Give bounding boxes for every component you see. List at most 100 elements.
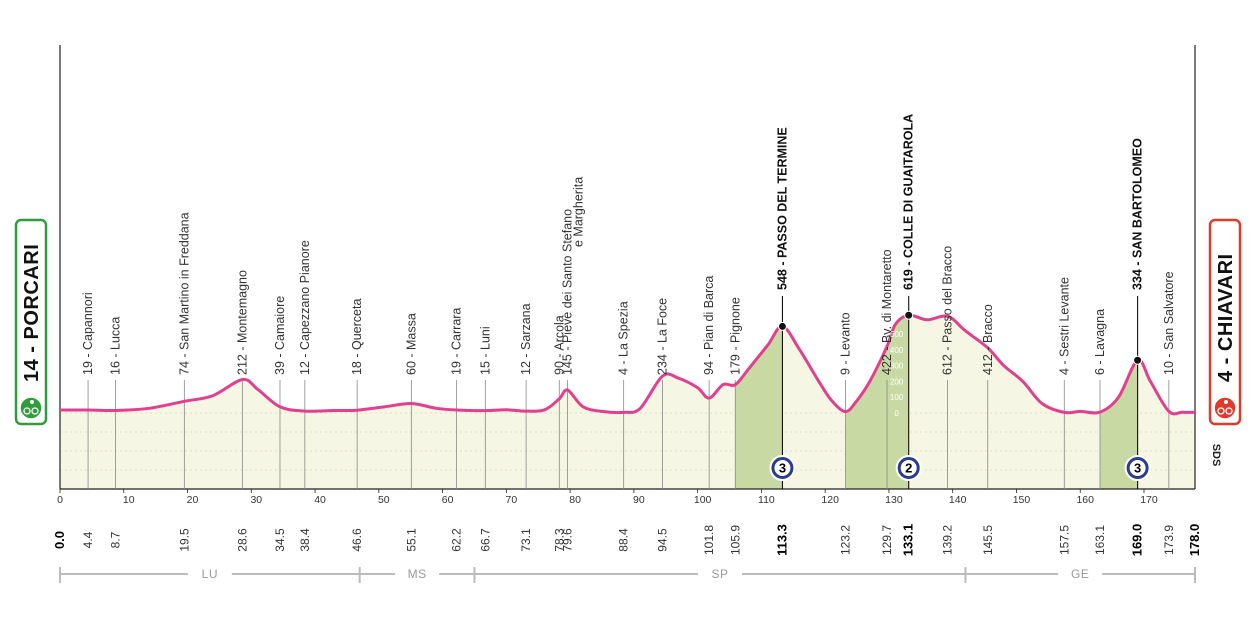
region-label: MS: [408, 567, 427, 581]
waypoint-label: 422 - Bv. di Montaretto: [880, 249, 894, 375]
waypoint-label: 94 - Pian di Barca: [702, 276, 716, 375]
altitude-scale-label: 300: [890, 362, 904, 371]
summit-dot: [1133, 355, 1143, 365]
summit-dot: [777, 321, 787, 331]
waypoint-km-label: 4.4: [81, 531, 95, 548]
waypoint-label: 212 - Montemagno: [235, 270, 249, 375]
waypoint-label: 18 - Querceta: [350, 299, 364, 375]
waypoint-km-label: 78.3: [552, 528, 566, 552]
km-tick-label: 100: [694, 494, 712, 506]
waypoint-label: 19 - Capannori: [81, 292, 95, 375]
climb-category-number: 3: [1134, 461, 1141, 476]
km-tick-label: 140: [949, 494, 967, 506]
waypoint-km-label: 62.2: [450, 528, 464, 552]
waypoint-label: 90 - Arcola: [552, 315, 566, 375]
climb-category-number: 3: [779, 461, 786, 476]
finish-town-rider-head-icon: [1224, 400, 1228, 404]
start-km-label: 0.0: [52, 531, 67, 549]
waypoint-label: 4 - La Spezia: [617, 301, 631, 375]
region-label-bg: [1058, 566, 1103, 580]
waypoint-km-label: 28.6: [235, 528, 249, 552]
climb-category-number: 2: [905, 461, 912, 476]
km-tick-label: 60: [442, 494, 454, 506]
waypoint-label: 12 - Sarzana: [519, 303, 533, 375]
sds-mark: SDS: [1210, 444, 1222, 467]
km-tick-label: 70: [506, 494, 518, 506]
altitude-scale-label: 0: [894, 409, 899, 418]
waypoint-km-label: 94.5: [656, 528, 670, 552]
km-tick-label: 160: [1076, 494, 1094, 506]
waypoint-km-label: 139.2: [941, 525, 955, 555]
waypoint-label: 12 - Capezzano Pianore: [298, 240, 312, 375]
waypoint-km-label: 123.2: [839, 525, 853, 555]
start-town-rider-head-icon: [30, 400, 34, 404]
waypoint-label-climb: 548 - PASSO DEL TERMINE: [775, 127, 789, 290]
waypoint-km-label: 34.5: [273, 528, 287, 552]
start-town-label: 14 - PORCARI: [21, 244, 43, 382]
waypoint-label: 412 - Bracco: [981, 304, 995, 375]
waypoint-km-label: 105.9: [728, 525, 742, 555]
waypoint-km-label: 38.4: [298, 528, 312, 552]
start-town-box: [14, 218, 48, 426]
waypoint-km-label: 46.6: [350, 528, 364, 552]
waypoint-km-label: 113.3: [774, 524, 789, 556]
climb-category-badge-inner: [774, 460, 791, 476]
waypoint-label: 9 - Levanto: [839, 312, 853, 375]
waypoint-label-climb: 619 - COLLE DI GUAITAROLA: [902, 114, 916, 290]
waypoint-km-label: 88.4: [617, 528, 631, 552]
waypoint-km-label: 169.0: [1130, 524, 1145, 557]
waypoint-label: 60 - Massa: [404, 313, 418, 375]
waypoint-label: 74 - San Martino in Freddana: [177, 212, 191, 375]
km-tick-label: 30: [250, 494, 262, 506]
waypoint-label-line2: e Margherita: [572, 177, 586, 247]
climb-category-badge-inner: [1129, 460, 1146, 476]
altitude-scale-label: 500: [890, 330, 904, 339]
climb-category-badge-inner: [900, 460, 917, 476]
waypoint-km-label: 55.1: [404, 528, 418, 552]
altitude-scale-label: 200: [890, 377, 904, 386]
finish-town-wheel-icon: [1217, 407, 1225, 415]
waypoint-km-label: 145.5: [981, 525, 995, 555]
km-tick-label: 170: [1140, 494, 1158, 506]
waypoint-km-label: 133.1: [901, 524, 916, 557]
waypoint-label: 10 - San Salvatore: [1162, 271, 1176, 375]
region-label-bg: [395, 566, 440, 580]
region-label: LU: [202, 567, 218, 581]
waypoint-km-label: 163.1: [1093, 525, 1107, 555]
altitude-scale-label: 100: [890, 393, 904, 402]
waypoint-label: 4 - Sestri Levante: [1057, 277, 1071, 375]
waypoint-label: 6 - Lavagna: [1093, 309, 1107, 375]
waypoint-label-climb: 334 - SAN BARTOLOMEO: [1131, 138, 1145, 290]
km-tick-label: 150: [1013, 494, 1031, 506]
km-tick-label: 10: [123, 494, 135, 506]
profile-line: [59, 313, 1196, 416]
summit-dot: [904, 310, 914, 320]
region-label: GE: [1071, 567, 1089, 581]
km-tick-label: 90: [633, 494, 645, 506]
waypoint-km-label: 129.7: [880, 525, 894, 555]
waypoint-km-label: 66.7: [478, 528, 492, 552]
waypoint-km-label: 157.5: [1057, 525, 1071, 555]
km-tick-label: 20: [187, 494, 199, 506]
region-label: SP: [711, 567, 728, 581]
km-tick-label: 130: [885, 494, 903, 506]
waypoint-km-label: 79.6: [561, 528, 575, 552]
finish-town-label: 4 - CHIAVARI: [1215, 253, 1237, 382]
profile-area-fill: [60, 315, 1195, 489]
climb-shade: [845, 315, 909, 489]
km-tick-label: 50: [378, 494, 390, 506]
waypoint-label: 16 - Lucca: [108, 317, 122, 375]
waypoint-label: 145 - Pieve dei Santo Stefano: [561, 209, 575, 375]
km-tick-label: 80: [569, 494, 581, 506]
waypoint-km-label: 73.1: [519, 528, 533, 552]
region-label-bg: [187, 566, 232, 580]
waypoint-km-label: 101.8: [702, 525, 716, 555]
waypoint-km-label: 19.5: [177, 528, 191, 552]
finish-town-box: [1208, 218, 1242, 426]
waypoint-label: 39 - Camaiore: [273, 296, 287, 375]
km-tick-label: 110: [758, 494, 775, 506]
km-tick-label: 120: [821, 494, 839, 506]
waypoint-label: 612 - Passo del Bracco: [941, 246, 955, 375]
